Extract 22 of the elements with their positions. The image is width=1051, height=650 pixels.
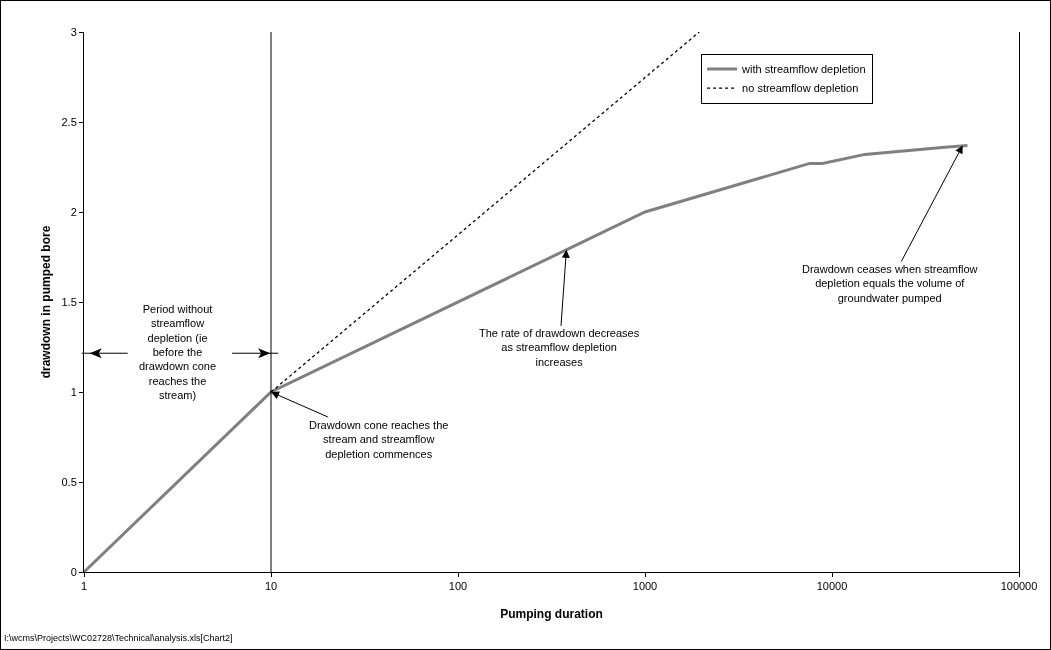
text: I:\wcms\Projects\WC02728\Technical\analysis.xls[Chart2] <box>4 633 233 643</box>
x-tick-label: 1000 <box>632 580 658 593</box>
y-tick-label: 2 <box>70 205 77 218</box>
x-tick-label: 10000 <box>816 580 848 593</box>
y-tick-label: 0 <box>70 565 77 578</box>
y-tick-label: 2.5 <box>61 115 77 128</box>
x-tick-label: 1 <box>80 580 88 593</box>
y-tick-label: 0.5 <box>61 475 77 488</box>
x-tick-label: 100000 <box>1000 580 1038 593</box>
annotation: Drawdown cone reaches the stream and streamflow depletion commences <box>309 419 449 460</box>
x-tick-label: 10 <box>264 580 278 593</box>
y-tick-label: 1 <box>70 385 77 398</box>
legend-label: with streamflow depletion <box>741 63 866 76</box>
y-tick-label: 1.5 <box>61 295 77 308</box>
y-tick-label: 3 <box>70 25 77 38</box>
annotation: Drawdown ceases when streamflow depletion equals the volume of groundwater pumped <box>802 263 978 304</box>
y-axis-title: drawdown in pumped bore <box>39 225 53 379</box>
legend-label: no streamflow depletion <box>742 82 859 95</box>
annotation: The rate of drawdown decreases as streamflow depletion increases <box>479 327 640 368</box>
x-tick-label: 100 <box>448 580 468 593</box>
x-axis-title: Pumping duration <box>500 607 603 621</box>
annotation: Period without streamflow depletion (ie before the drawdown cone reaches the stream) <box>139 303 217 401</box>
